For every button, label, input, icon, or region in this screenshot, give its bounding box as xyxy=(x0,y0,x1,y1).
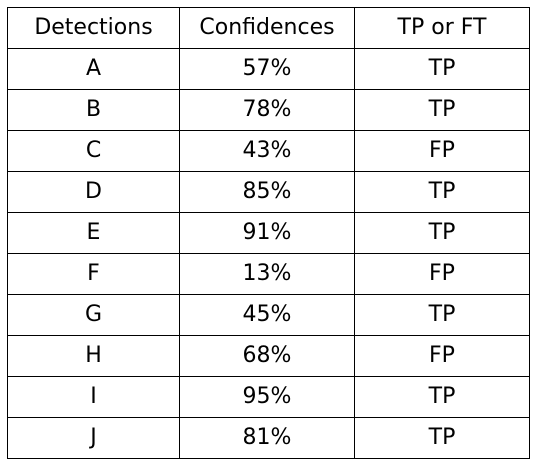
confidence-cell: 45% xyxy=(179,294,355,336)
table-row: D 85% TP xyxy=(7,171,530,213)
table-row: J 81% TP xyxy=(7,417,530,459)
tp-fp-cell: TP xyxy=(354,48,530,90)
detection-cell: F xyxy=(7,253,180,295)
table-row: A 57% TP xyxy=(7,48,530,90)
table-row: G 45% TP xyxy=(7,294,530,336)
confidence-cell: 78% xyxy=(179,89,355,131)
table-row: I 95% TP xyxy=(7,376,530,418)
table-row: F 13% FP xyxy=(7,253,530,295)
confidence-cell: 13% xyxy=(179,253,355,295)
tp-fp-cell: FP xyxy=(354,335,530,377)
tp-fp-cell: TP xyxy=(354,417,530,459)
confidence-cell: 81% xyxy=(179,417,355,459)
confidence-cell: 68% xyxy=(179,335,355,377)
table-header: Detections Confidences TP or FT xyxy=(7,7,530,49)
header-confidences: Confidences xyxy=(179,7,355,49)
confidence-cell: 91% xyxy=(179,212,355,254)
tp-fp-cell: TP xyxy=(354,294,530,336)
detection-cell: C xyxy=(7,130,180,172)
table-body: A 57% TP B 78% TP C 43% FP D 85% TP E 91% TP F 13% FP G 45%… xyxy=(7,48,530,459)
tp-fp-cell: TP xyxy=(354,376,530,418)
table-row: H 68% FP xyxy=(7,335,530,377)
detection-cell: A xyxy=(7,48,180,90)
tp-fp-cell: TP xyxy=(354,89,530,131)
detection-cell: J xyxy=(7,417,180,459)
detections-table: Detections Confidences TP or FT A 57% TP B 7… xyxy=(7,7,530,459)
table-row: E 91% TP xyxy=(7,212,530,254)
tp-fp-cell: FP xyxy=(354,130,530,172)
tp-fp-cell: TP xyxy=(354,171,530,213)
table-row: B 78% TP xyxy=(7,89,530,131)
confidence-cell: 57% xyxy=(179,48,355,90)
detection-cell: H xyxy=(7,335,180,377)
detection-cell: D xyxy=(7,171,180,213)
tp-fp-cell: FP xyxy=(354,253,530,295)
confidence-cell: 43% xyxy=(179,130,355,172)
header-detections: Detections xyxy=(7,7,180,49)
confidence-cell: 95% xyxy=(179,376,355,418)
detection-cell: I xyxy=(7,376,180,418)
tp-fp-cell: TP xyxy=(354,212,530,254)
header-tp-or-ft: TP or FT xyxy=(354,7,530,49)
confidence-cell: 85% xyxy=(179,171,355,213)
header-row: Detections Confidences TP or FT xyxy=(7,7,530,49)
table-row: C 43% FP xyxy=(7,130,530,172)
detection-cell: E xyxy=(7,212,180,254)
detection-cell: B xyxy=(7,89,180,131)
detection-cell: G xyxy=(7,294,180,336)
